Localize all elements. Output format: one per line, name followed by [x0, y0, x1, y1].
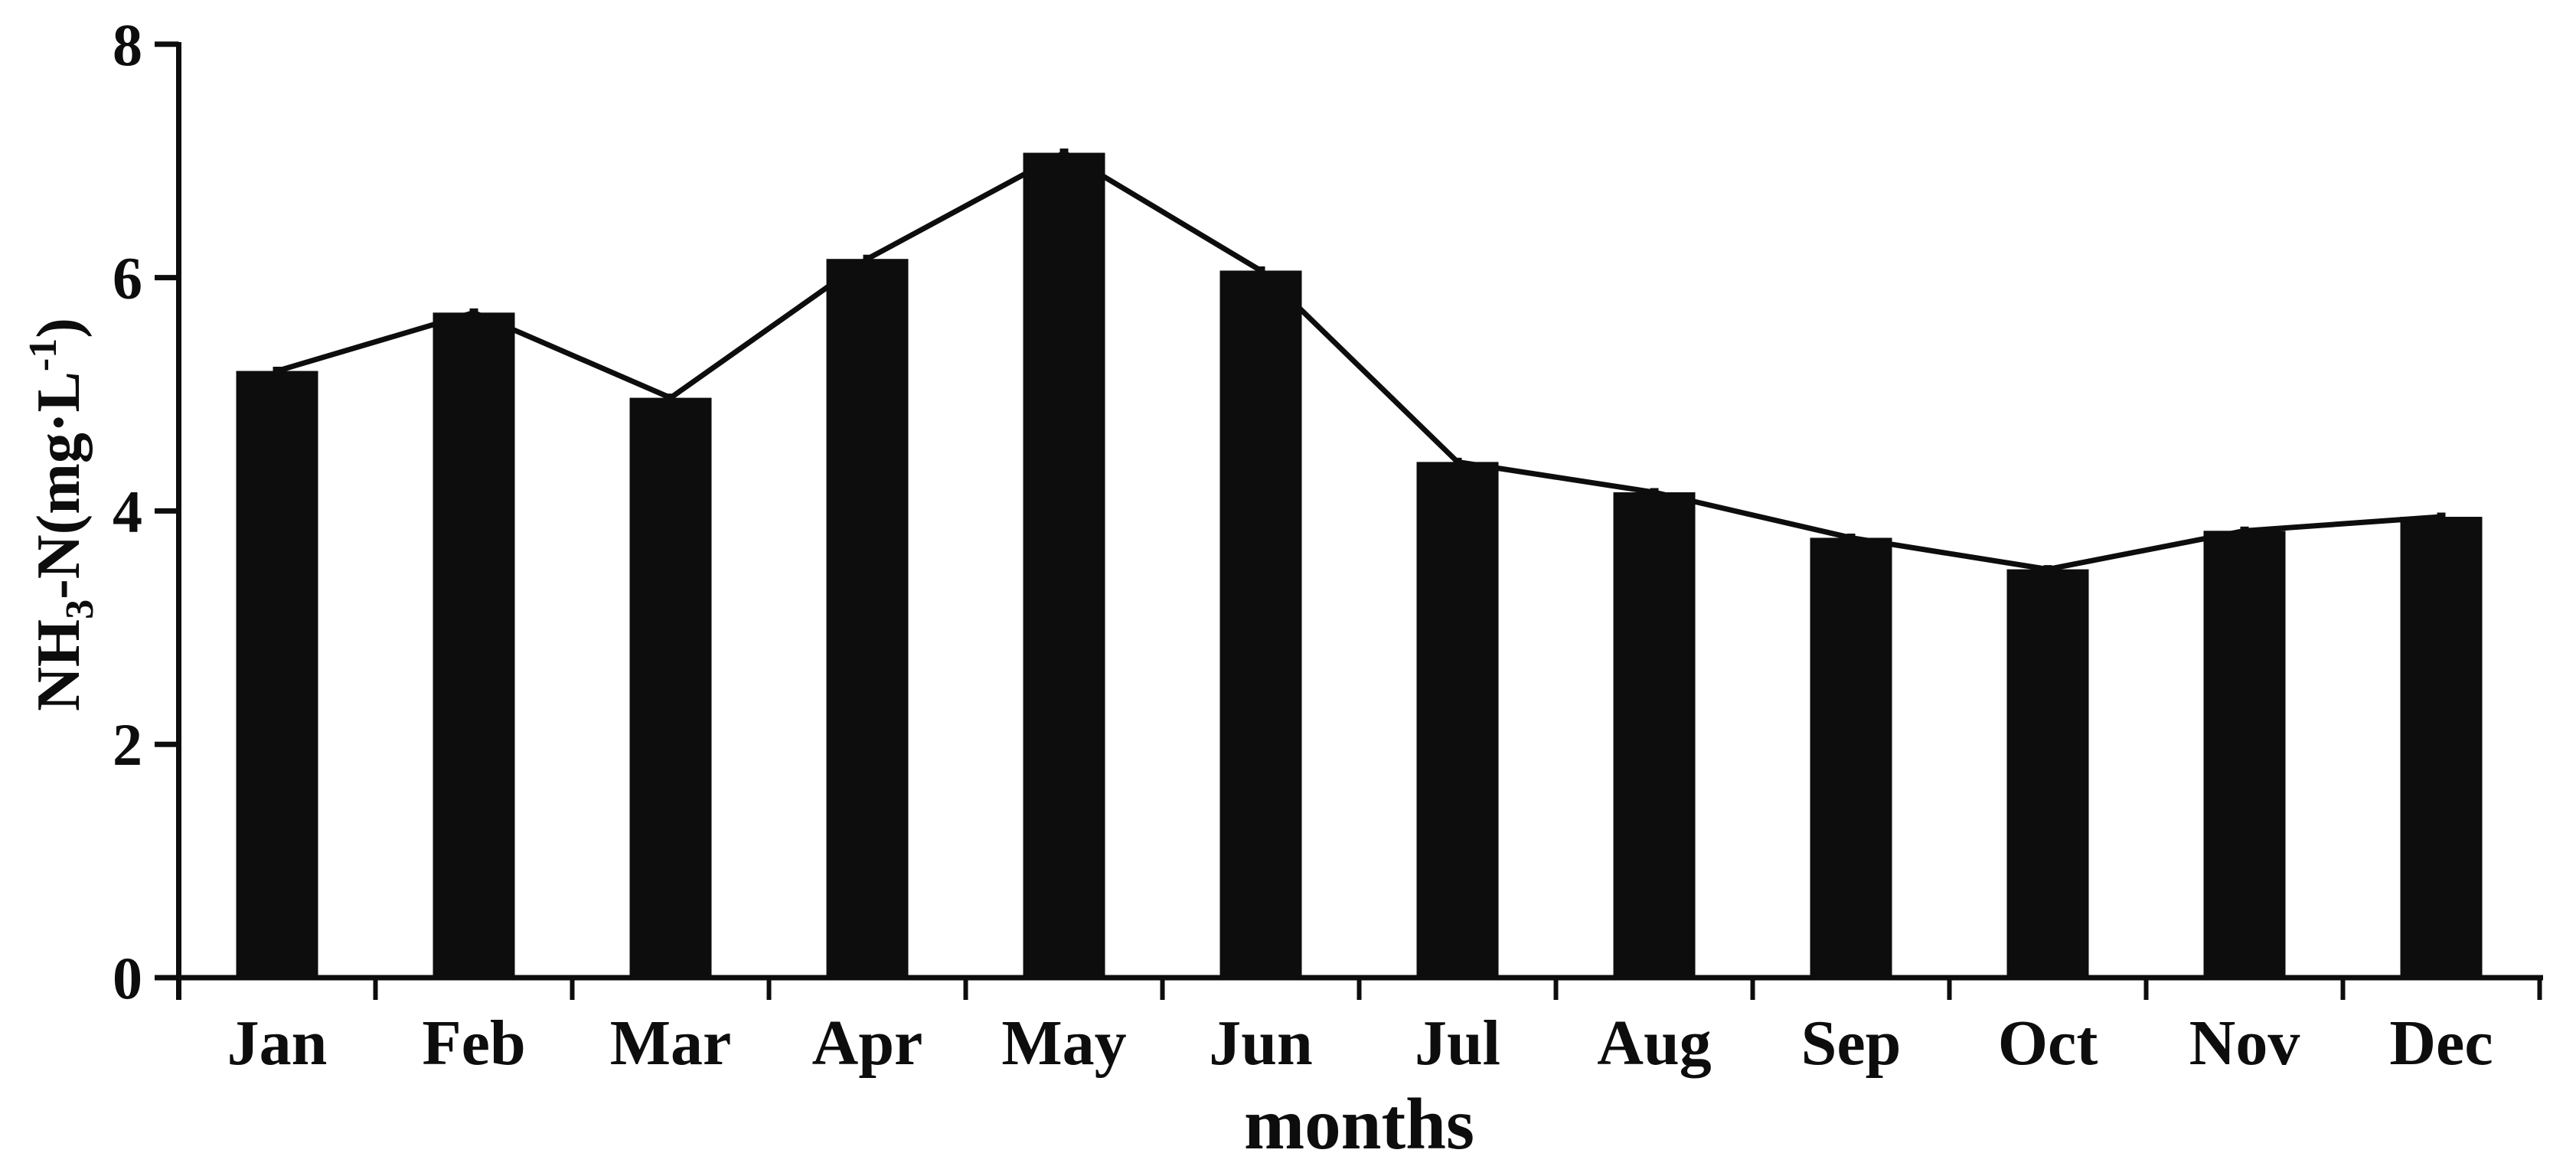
x-tick-label-mar: Mar: [610, 1008, 732, 1079]
trend-line: [276, 149, 2442, 573]
x-tick-label-oct: Oct: [1998, 1008, 2098, 1079]
bar-apr: [826, 259, 909, 980]
x-tick-label-jan: Jan: [227, 1008, 328, 1079]
y-tick-label-4: 4: [113, 478, 142, 544]
bar-feb: [433, 312, 515, 980]
trend-marker-aug: [1650, 488, 1659, 497]
bar-oct: [2006, 569, 2089, 980]
bar-sep: [1810, 537, 1892, 980]
x-tick-label-sep: Sep: [1801, 1008, 1902, 1079]
x-tick-label-dec: Dec: [2389, 1008, 2493, 1079]
y-axis-title: NH3-N(mg·L-1): [21, 318, 102, 711]
trend-marker-mar: [666, 394, 675, 403]
trend-marker-jul: [1453, 457, 1462, 466]
x-tick-label-nov: Nov: [2189, 1008, 2300, 1079]
y-tick-label-0: 0: [113, 945, 142, 1011]
y-axis-title-part: -1: [21, 338, 65, 371]
x-tick-label-may: May: [1001, 1008, 1126, 1079]
y-axis-title-part: -N(mg·L: [25, 371, 93, 599]
bar-aug: [1613, 492, 1696, 980]
y-axis-title-part: 3: [58, 599, 102, 619]
y-tick-label-8: 8: [113, 11, 142, 78]
bar-dec: [2400, 517, 2483, 980]
trend-marker-feb: [469, 308, 478, 317]
x-tick-label-jun: Jun: [1209, 1008, 1312, 1079]
y-tick-label-6: 6: [113, 245, 142, 312]
trend-marker-may: [1059, 149, 1069, 158]
bars-layer: [236, 152, 2483, 981]
y-tick-label-2: 2: [113, 711, 142, 778]
trend-line-layer: [273, 149, 2446, 574]
x-tick-label-apr: Apr: [812, 1008, 923, 1079]
bar-jan: [236, 371, 318, 980]
y-axis-title-part: NH: [25, 619, 93, 711]
x-tick-label-jul: Jul: [1415, 1008, 1500, 1079]
bar-nov: [2203, 531, 2286, 980]
trend-marker-apr: [863, 254, 872, 263]
bar-jul: [1416, 462, 1499, 980]
bar-may: [1023, 152, 1105, 981]
x-tick-label-feb: Feb: [422, 1008, 525, 1079]
bar-jun: [1219, 270, 1302, 980]
y-axis-title-part: ): [25, 318, 93, 338]
trend-marker-dec: [2437, 512, 2446, 521]
trend-marker-sep: [1846, 533, 1856, 542]
labels-layer: 0 2 4 6 8 Jan Feb Mar Apr May Jun Jul Aug Sep Oct Nov De…: [21, 11, 2493, 1079]
x-axis-title: months: [1244, 1083, 1474, 1153]
x-tick-label-aug: Aug: [1597, 1008, 1711, 1079]
trend-marker-jun: [1256, 266, 1265, 275]
trend-marker-nov: [2240, 526, 2249, 535]
trend-marker-jan: [273, 367, 282, 376]
trend-marker-oct: [2043, 565, 2052, 574]
axes-layer: [155, 41, 2543, 1000]
bar-mar: [629, 397, 712, 980]
